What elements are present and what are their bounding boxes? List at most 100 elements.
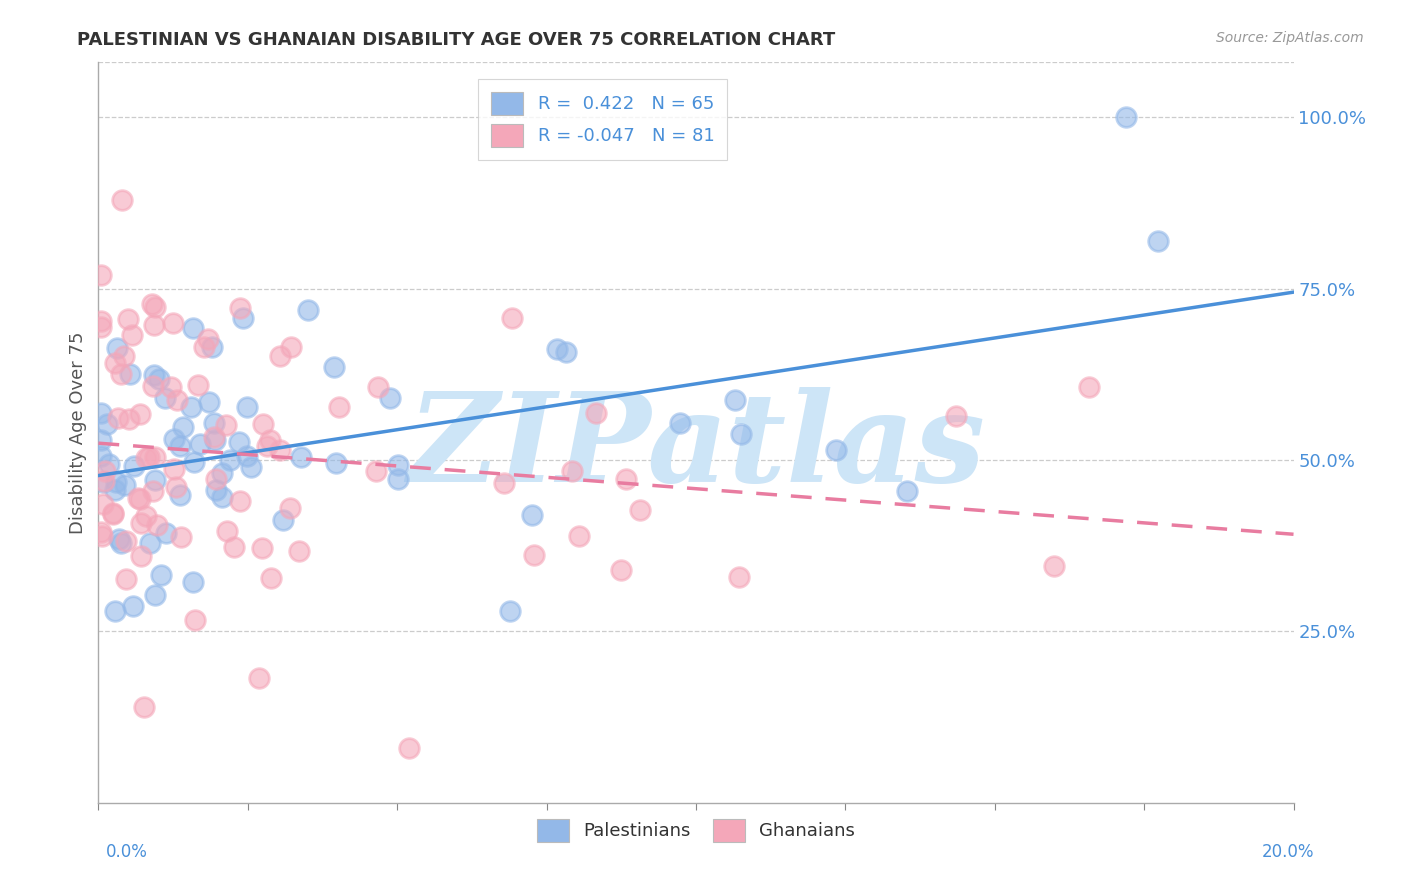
Text: PALESTINIAN VS GHANAIAN DISABILITY AGE OVER 75 CORRELATION CHART: PALESTINIAN VS GHANAIAN DISABILITY AGE O…	[77, 31, 835, 49]
Point	[90, 319, 112, 334]
Point	[90, 450, 112, 464]
Point	[290, 450, 312, 464]
Point	[90, 405, 112, 419]
Point	[215, 417, 238, 432]
Point	[91, 497, 114, 511]
Point	[280, 340, 302, 354]
Point	[138, 450, 160, 464]
Point	[104, 604, 127, 618]
Point	[724, 393, 747, 408]
Point	[101, 507, 124, 521]
Point	[247, 671, 270, 685]
Point	[127, 491, 149, 505]
Point	[205, 472, 228, 486]
Point	[143, 473, 166, 487]
Point	[135, 451, 157, 466]
Point	[240, 460, 263, 475]
Point	[166, 392, 188, 407]
Point	[142, 484, 165, 499]
Point	[204, 483, 226, 497]
Point	[1146, 234, 1168, 248]
Point	[180, 401, 202, 415]
Point	[825, 442, 848, 457]
Point	[229, 494, 252, 508]
Point	[501, 310, 523, 325]
Point	[129, 407, 152, 421]
Point	[198, 394, 221, 409]
Text: Source: ZipAtlas.com: Source: ZipAtlas.com	[1216, 31, 1364, 45]
Point	[104, 356, 127, 370]
Point	[112, 349, 135, 363]
Point	[614, 472, 637, 486]
Point	[522, 548, 544, 562]
Point	[110, 536, 132, 550]
Point	[155, 391, 177, 405]
Point	[90, 434, 112, 448]
Point	[236, 449, 259, 463]
Point	[121, 599, 143, 613]
Point	[269, 350, 291, 364]
Point	[260, 570, 283, 584]
Point	[229, 301, 252, 315]
Point	[94, 464, 117, 478]
Point	[129, 491, 152, 506]
Point	[628, 503, 651, 517]
Point	[183, 575, 205, 590]
Point	[149, 568, 172, 582]
Point	[170, 530, 193, 544]
Point	[105, 475, 128, 490]
Point	[143, 318, 166, 332]
Point	[184, 613, 207, 627]
Point	[197, 332, 219, 346]
Point	[228, 435, 250, 450]
Point	[669, 416, 692, 430]
Point	[1115, 110, 1137, 124]
Text: ZIPatlas: ZIPatlas	[406, 386, 986, 508]
Point	[211, 466, 233, 480]
Point	[187, 378, 209, 392]
Point	[107, 410, 129, 425]
Point	[217, 524, 239, 539]
Point	[252, 417, 274, 431]
Point	[142, 378, 165, 392]
Point	[256, 439, 278, 453]
Point	[193, 340, 215, 354]
Point	[142, 368, 165, 383]
Point	[143, 300, 166, 314]
Point	[568, 529, 591, 543]
Point	[1077, 379, 1099, 393]
Point	[387, 472, 409, 486]
Point	[499, 604, 522, 618]
Point	[122, 458, 145, 473]
Point	[139, 535, 162, 549]
Point	[730, 426, 752, 441]
Point	[609, 563, 631, 577]
Point	[104, 483, 127, 497]
Point	[183, 454, 205, 468]
Point	[162, 433, 184, 447]
Point	[105, 341, 128, 355]
Point	[945, 409, 967, 424]
Point	[204, 433, 226, 447]
Point	[93, 474, 115, 488]
Point	[143, 588, 166, 602]
Point	[297, 302, 319, 317]
Point	[280, 501, 302, 516]
Point	[378, 392, 401, 406]
Point	[160, 379, 183, 393]
Point	[188, 437, 211, 451]
Point	[114, 478, 136, 492]
Point	[250, 541, 273, 555]
Point	[236, 400, 259, 414]
Point	[165, 480, 187, 494]
Point	[118, 412, 141, 426]
Point	[554, 344, 576, 359]
Point	[288, 544, 311, 558]
Point	[202, 429, 225, 443]
Point	[101, 506, 124, 520]
Point	[585, 406, 607, 420]
Point	[117, 312, 139, 326]
Point	[110, 367, 132, 381]
Point	[91, 475, 114, 489]
Point	[108, 532, 131, 546]
